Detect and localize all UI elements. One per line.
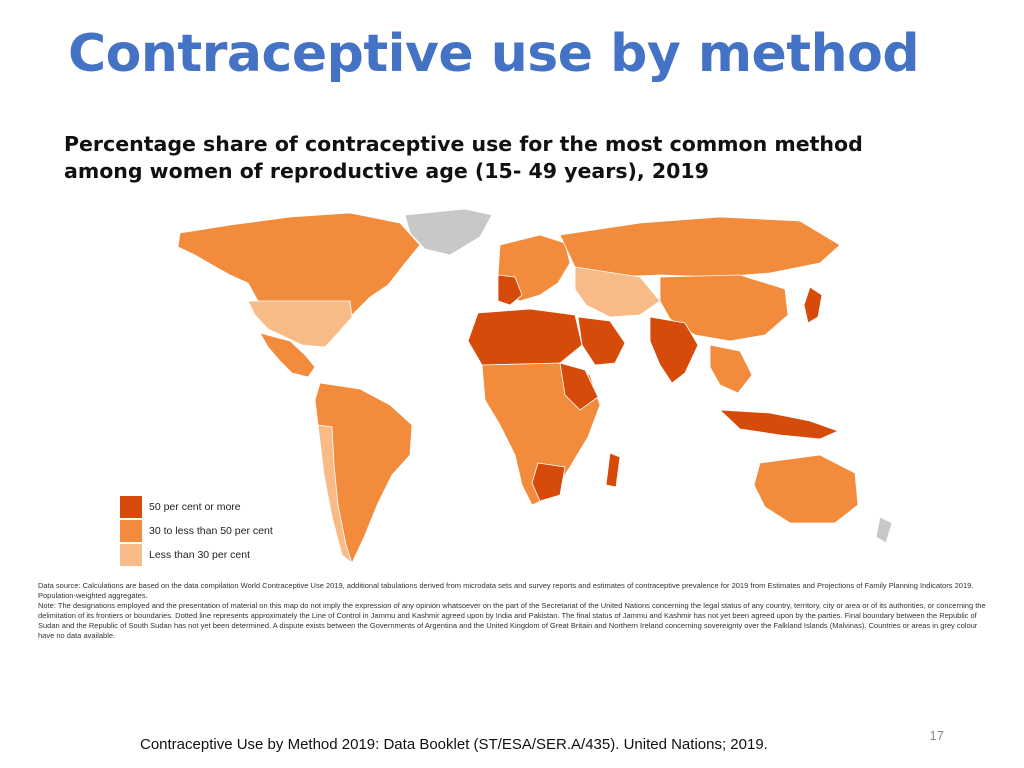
region-japan <box>803 286 823 324</box>
map-subtitle: Percentage share of contraceptive use fo… <box>64 131 964 185</box>
region-australia <box>753 454 859 524</box>
region-east-africa <box>559 362 599 411</box>
legend-label-mid: 30 to less than 50 per cent <box>149 525 273 537</box>
note-text: The designations employed and the presen… <box>38 601 986 640</box>
region-madagascar <box>605 452 621 488</box>
legend-item-low: Less than 30 per cent <box>120 543 273 567</box>
region-southern-africa <box>531 462 566 502</box>
subtitle-line-1: Percentage share of contraceptive use fo… <box>64 132 863 156</box>
map-legend: 50 per cent or more 30 to less than 50 p… <box>120 495 273 567</box>
slide-title: Contraceptive use by method <box>68 24 920 84</box>
region-north-africa <box>467 308 583 374</box>
region-usa <box>247 300 353 348</box>
data-source-label: Data source: <box>38 581 81 590</box>
legend-swatch-mid <box>120 520 142 542</box>
region-china <box>659 274 789 342</box>
region-central-asia <box>574 266 661 318</box>
source-citation: Contraceptive Use by Method 2019: Data B… <box>140 736 768 753</box>
subtitle-line-2: among women of reproductive age (15- 49 … <box>64 159 709 183</box>
region-western-europe <box>497 274 523 306</box>
region-mexico <box>259 332 316 378</box>
note-paragraph: Note: The designations employed and the … <box>38 601 988 641</box>
region-southeast-asia <box>709 344 753 394</box>
region-andes-west <box>317 424 353 565</box>
region-new-zealand <box>875 516 893 544</box>
world-map <box>177 208 893 565</box>
legend-swatch-high <box>120 496 142 518</box>
region-indonesia <box>718 409 840 440</box>
region-arabian-peninsula <box>577 316 626 366</box>
region-russia <box>559 216 841 278</box>
region-greenland <box>404 208 493 256</box>
data-source-text: Calculations are based on the data compi… <box>38 581 974 600</box>
legend-item-mid: 30 to less than 50 per cent <box>120 519 273 543</box>
note-label: Note: <box>38 601 56 610</box>
data-source-paragraph: Data source: Calculations are based on t… <box>38 581 988 601</box>
legend-label-low: Less than 30 per cent <box>149 549 250 561</box>
data-source-notes: Data source: Calculations are based on t… <box>38 581 988 641</box>
slide-number: 17 <box>929 728 944 743</box>
legend-item-high: 50 per cent or more <box>120 495 273 519</box>
legend-swatch-low <box>120 544 142 566</box>
region-india <box>649 316 699 384</box>
legend-label-high: 50 per cent or more <box>149 501 241 513</box>
